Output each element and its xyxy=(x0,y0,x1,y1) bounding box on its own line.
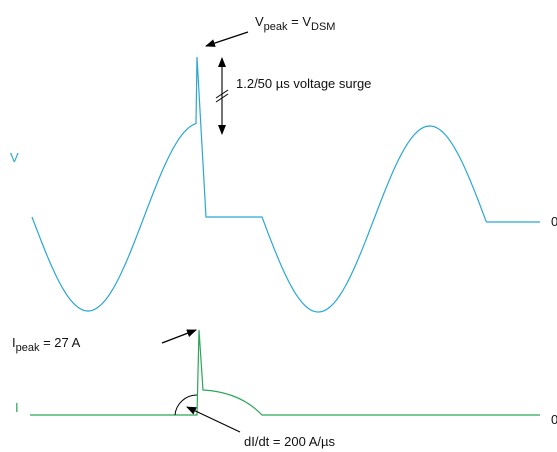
surge-label: 1.2/50 µs voltage surge xyxy=(236,76,371,91)
break-mark xyxy=(215,93,229,103)
current-waveform xyxy=(30,329,540,416)
didt-label: dI/dt = 200 A/µs xyxy=(244,434,335,449)
vpeak-label: Vpeak = VDSM xyxy=(255,14,335,33)
peak-arrow xyxy=(205,31,249,47)
angle-arc xyxy=(174,394,198,416)
break-mark xyxy=(215,89,229,99)
i-axis-label: I xyxy=(15,400,19,415)
v-zero-label: 0 xyxy=(551,214,557,229)
v-axis-label: V xyxy=(10,150,19,165)
ipeak-arrow xyxy=(161,329,197,344)
didt-arrow xyxy=(186,406,241,433)
i-zero-label: 0 xyxy=(551,412,557,427)
voltage-waveform xyxy=(31,56,540,313)
ipeak-label: Ipeak = 27 A xyxy=(12,335,81,354)
